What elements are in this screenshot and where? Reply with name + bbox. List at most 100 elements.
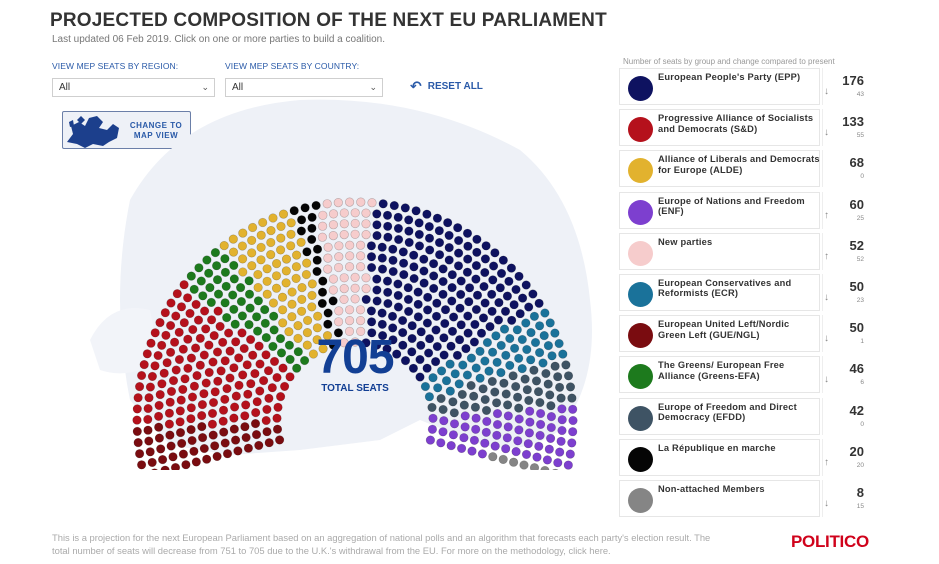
seat-european-united-left-nordic-green-left-gue-ngl[interactable] bbox=[198, 433, 208, 443]
seat-new-parties[interactable] bbox=[339, 273, 349, 283]
seat-european-people-s-party-epp[interactable] bbox=[388, 244, 398, 254]
seat-alliance-of-liberals-and-democrats-for-europe-alde[interactable] bbox=[297, 306, 307, 316]
seat-la-r-publique-en-marche[interactable] bbox=[328, 340, 339, 350]
seat-the-greens-european-free-alliance-greens-efa[interactable] bbox=[212, 275, 223, 285]
seat-european-conservatives-and-reformists-ecr[interactable] bbox=[445, 359, 455, 369]
seat-european-people-s-party-epp[interactable] bbox=[462, 267, 473, 277]
seat-new-parties[interactable] bbox=[350, 294, 360, 304]
seat-the-greens-european-free-alliance-greens-efa[interactable] bbox=[269, 325, 279, 335]
seat-alliance-of-liberals-and-democrats-for-europe-alde[interactable] bbox=[307, 279, 317, 289]
seat-alliance-of-liberals-and-democrats-for-europe-alde[interactable] bbox=[296, 237, 306, 247]
seat-european-people-s-party-epp[interactable] bbox=[470, 319, 480, 330]
seat-la-r-publique-en-marche[interactable] bbox=[312, 244, 323, 254]
seat-european-united-left-nordic-green-left-gue-ngl[interactable] bbox=[220, 438, 230, 448]
seat-european-people-s-party-epp[interactable] bbox=[372, 274, 382, 284]
seat-european-people-s-party-epp[interactable] bbox=[485, 322, 495, 332]
seat-european-people-s-party-epp[interactable] bbox=[500, 306, 511, 316]
seat-progressive-alliance-of-socialists-and-democrats-s-d[interactable] bbox=[176, 395, 186, 405]
seat-alliance-of-liberals-and-democrats-for-europe-alde[interactable] bbox=[322, 331, 333, 341]
seat-progressive-alliance-of-socialists-and-democrats-s-d[interactable] bbox=[220, 356, 230, 366]
seat-progressive-alliance-of-socialists-and-democrats-s-d[interactable] bbox=[272, 413, 282, 423]
seat-europe-of-freedom-and-direct-democracy-efdd[interactable] bbox=[553, 372, 563, 382]
seat-european-united-left-nordic-green-left-gue-ngl[interactable] bbox=[231, 435, 241, 445]
seat-european-people-s-party-epp[interactable] bbox=[472, 247, 482, 257]
seat-progressive-alliance-of-socialists-and-democrats-s-d[interactable] bbox=[159, 368, 169, 378]
seat-europe-of-nations-and-freedom-enf[interactable] bbox=[568, 415, 578, 426]
party-row[interactable]: Progressive Alliance of Socialists and D… bbox=[619, 107, 867, 148]
seat-european-united-left-nordic-green-left-gue-ngl[interactable] bbox=[187, 435, 197, 446]
seat-new-parties[interactable] bbox=[350, 337, 360, 347]
seat-progressive-alliance-of-socialists-and-democrats-s-d[interactable] bbox=[150, 361, 160, 371]
seat-european-people-s-party-epp[interactable] bbox=[377, 242, 387, 252]
seat-progressive-alliance-of-socialists-and-democrats-s-d[interactable] bbox=[225, 373, 235, 383]
seat-europe-of-freedom-and-direct-democracy-efdd[interactable] bbox=[535, 397, 545, 408]
seat-la-r-publique-en-marche[interactable] bbox=[311, 200, 321, 211]
seat-progressive-alliance-of-socialists-and-democrats-s-d[interactable] bbox=[261, 350, 271, 360]
seat-european-united-left-nordic-green-left-gue-ngl[interactable] bbox=[165, 430, 175, 440]
seat-alliance-of-liberals-and-democrats-for-europe-alde[interactable] bbox=[276, 221, 286, 231]
seat-european-people-s-party-epp[interactable] bbox=[388, 335, 398, 345]
seat-european-united-left-nordic-green-left-gue-ngl[interactable] bbox=[145, 447, 155, 457]
seat-progressive-alliance-of-socialists-and-democrats-s-d[interactable] bbox=[267, 383, 277, 393]
seat-european-conservatives-and-reformists-ecr[interactable] bbox=[496, 340, 506, 351]
seat-europe-of-nations-and-freedom-enf[interactable] bbox=[501, 444, 511, 454]
seat-european-people-s-party-epp[interactable] bbox=[463, 254, 473, 264]
seat-progressive-alliance-of-socialists-and-democrats-s-d[interactable] bbox=[234, 353, 244, 363]
seat-europe-of-freedom-and-direct-democracy-efdd[interactable] bbox=[449, 408, 459, 418]
seat-european-people-s-party-epp[interactable] bbox=[471, 274, 481, 284]
seat-european-united-left-nordic-green-left-gue-ngl[interactable] bbox=[241, 432, 251, 443]
seat-european-people-s-party-epp[interactable] bbox=[480, 267, 490, 278]
seat-european-people-s-party-epp[interactable] bbox=[403, 283, 413, 293]
seat-europe-of-freedom-and-direct-democracy-efdd[interactable] bbox=[543, 379, 553, 389]
seat-progressive-alliance-of-socialists-and-democrats-s-d[interactable] bbox=[193, 315, 204, 325]
party-row[interactable]: European People's Party (EPP) ↓ 176 43 bbox=[619, 66, 867, 107]
seat-european-united-left-nordic-green-left-gue-ngl[interactable] bbox=[160, 465, 170, 470]
seat-european-people-s-party-epp[interactable] bbox=[447, 326, 458, 336]
seat-progressive-alliance-of-socialists-and-democrats-s-d[interactable] bbox=[213, 306, 223, 316]
seat-alliance-of-liberals-and-democrats-for-europe-alde[interactable] bbox=[276, 245, 286, 255]
seat-new-parties[interactable] bbox=[361, 219, 371, 229]
seat-european-people-s-party-epp[interactable] bbox=[367, 262, 377, 273]
seat-progressive-alliance-of-socialists-and-democrats-s-d[interactable] bbox=[142, 349, 152, 359]
seat-the-greens-european-free-alliance-greens-efa[interactable] bbox=[245, 303, 255, 313]
seat-european-united-left-nordic-green-left-gue-ngl[interactable] bbox=[191, 457, 201, 467]
seat-european-people-s-party-epp[interactable] bbox=[377, 253, 387, 263]
seat-progressive-alliance-of-socialists-and-democrats-s-d[interactable] bbox=[229, 363, 239, 373]
seat-europe-of-freedom-and-direct-democracy-efdd[interactable] bbox=[512, 392, 523, 402]
seat-european-united-left-nordic-green-left-gue-ngl[interactable] bbox=[222, 449, 233, 459]
seat-europe-of-nations-and-freedom-enf[interactable] bbox=[439, 416, 449, 426]
seat-european-united-left-nordic-green-left-gue-ngl[interactable] bbox=[147, 457, 157, 468]
seat-the-greens-european-free-alliance-greens-efa[interactable] bbox=[300, 355, 310, 366]
seat-progressive-alliance-of-socialists-and-democrats-s-d[interactable] bbox=[199, 350, 209, 360]
seat-progressive-alliance-of-socialists-and-democrats-s-d[interactable] bbox=[218, 416, 228, 426]
seat-progressive-alliance-of-socialists-and-democrats-s-d[interactable] bbox=[243, 389, 253, 399]
seat-european-united-left-nordic-green-left-gue-ngl[interactable] bbox=[229, 424, 239, 434]
seat-the-greens-european-free-alliance-greens-efa[interactable] bbox=[212, 261, 222, 271]
seat-europe-of-freedom-and-direct-democracy-efdd[interactable] bbox=[503, 400, 513, 410]
seat-progressive-alliance-of-socialists-and-democrats-s-d[interactable] bbox=[273, 402, 283, 412]
seat-the-greens-european-free-alliance-greens-efa[interactable] bbox=[284, 340, 295, 350]
seat-the-greens-european-free-alliance-greens-efa[interactable] bbox=[213, 289, 224, 299]
seat-progressive-alliance-of-socialists-and-democrats-s-d[interactable] bbox=[164, 408, 174, 418]
seat-european-people-s-party-epp[interactable] bbox=[422, 318, 433, 328]
seat-european-people-s-party-epp[interactable] bbox=[409, 250, 419, 260]
seat-european-people-s-party-epp[interactable] bbox=[372, 285, 382, 295]
seat-new-parties[interactable] bbox=[350, 229, 360, 239]
seat-european-united-left-nordic-green-left-gue-ngl[interactable] bbox=[264, 438, 274, 448]
seat-european-people-s-party-epp[interactable] bbox=[521, 280, 531, 290]
seat-alliance-of-liberals-and-democrats-for-europe-alde[interactable] bbox=[266, 250, 276, 260]
seat-european-people-s-party-epp[interactable] bbox=[478, 313, 489, 323]
seat-progressive-alliance-of-socialists-and-democrats-s-d[interactable] bbox=[137, 370, 147, 381]
seat-europe-of-freedom-and-direct-democracy-efdd[interactable] bbox=[520, 374, 530, 384]
seat-progressive-alliance-of-socialists-and-democrats-s-d[interactable] bbox=[191, 299, 201, 310]
seat-progressive-alliance-of-socialists-and-democrats-s-d[interactable] bbox=[259, 376, 269, 386]
seat-european-conservatives-and-reformists-ecr[interactable] bbox=[482, 337, 493, 348]
seat-european-people-s-party-epp[interactable] bbox=[424, 348, 434, 358]
seat-europe-of-freedom-and-direct-democracy-efdd[interactable] bbox=[427, 402, 437, 413]
seat-european-united-left-nordic-green-left-gue-ngl[interactable] bbox=[137, 460, 147, 470]
seat-european-conservatives-and-reformists-ecr[interactable] bbox=[512, 325, 522, 335]
seat-european-people-s-party-epp[interactable] bbox=[461, 344, 471, 354]
seat-la-r-publique-en-marche[interactable] bbox=[318, 276, 328, 286]
seat-the-greens-european-free-alliance-greens-efa[interactable] bbox=[268, 341, 278, 352]
seat-european-conservatives-and-reformists-ecr[interactable] bbox=[499, 324, 510, 334]
